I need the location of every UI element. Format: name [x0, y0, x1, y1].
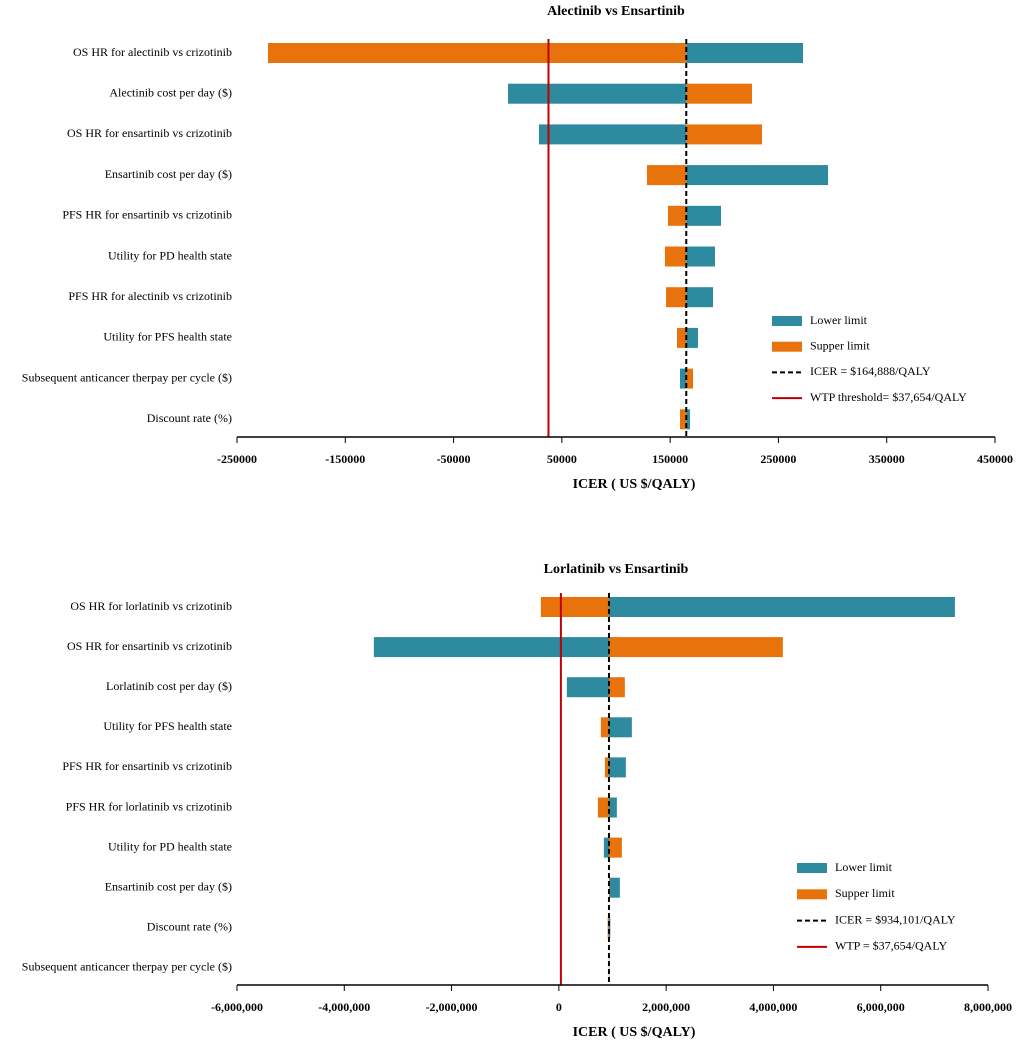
- category-label: Utility for PFS health state: [103, 719, 232, 733]
- legend-label: WTP threshold= $37,654/QALY: [810, 390, 967, 404]
- bar: [679, 409, 687, 430]
- x-tick-label: 450000: [977, 452, 1013, 466]
- bar: [686, 368, 693, 389]
- x-tick-label: -4,000,000: [318, 1000, 370, 1014]
- bar: [686, 165, 829, 186]
- category-label: PFS HR for ensartinib vs crizotinib: [62, 208, 232, 222]
- bar: [608, 597, 955, 617]
- category-label: PFS HR for lorlatinib vs crizotinib: [66, 799, 232, 813]
- bar: [539, 124, 687, 145]
- bar: [566, 677, 609, 698]
- legend-label: WTP = $37,654/QALY: [835, 939, 947, 953]
- x-tick-label: -2,000,000: [426, 1000, 478, 1014]
- legend-label: Supper limit: [835, 886, 895, 900]
- x-tick-label: 150000: [652, 452, 688, 466]
- bar: [686, 246, 715, 267]
- bar: [267, 43, 687, 63]
- category-label: Utility for PFS health state: [103, 330, 232, 344]
- x-tick-label: -50000: [437, 452, 471, 466]
- bar: [507, 83, 687, 104]
- bar: [608, 917, 611, 938]
- x-axis-label: ICER ( US $/QALY): [573, 477, 696, 492]
- bar: [608, 717, 632, 738]
- chart-title: Alectinib vs Ensartinib: [547, 4, 685, 19]
- x-tick-label: -6,000,000: [211, 1000, 263, 1014]
- bar: [603, 837, 609, 858]
- bar: [686, 205, 722, 226]
- x-tick-label: 6,000,000: [857, 1000, 905, 1014]
- bar: [608, 797, 617, 818]
- bar: [667, 205, 687, 226]
- legend-swatch: [797, 863, 827, 873]
- bar: [676, 327, 687, 348]
- legend-label: Lower limit: [835, 860, 893, 874]
- bar: [686, 327, 698, 348]
- category-label: OS HR for ensartinib vs crizotinib: [67, 639, 232, 653]
- category-label: Utility for PD health state: [108, 839, 232, 853]
- legend-label: ICER = $934,101/QALY: [835, 912, 956, 926]
- category-label: Utility for PD health state: [108, 248, 232, 262]
- x-tick-label: 8,000,000: [964, 1000, 1012, 1014]
- bar: [540, 597, 609, 617]
- bar: [608, 837, 622, 858]
- chart-title: Lorlatinib vs Ensartinib: [544, 562, 689, 577]
- category-label: Discount rate (%): [147, 920, 232, 934]
- x-tick-label: 2,000,000: [642, 1000, 690, 1014]
- legend-swatch: [797, 889, 827, 900]
- category-label: PFS HR for ensartinib vs crizotinib: [62, 759, 232, 773]
- category-label: Subsequent anticancer therpay per cycle …: [22, 370, 232, 384]
- bar: [608, 877, 620, 898]
- bar: [597, 797, 609, 818]
- bar: [600, 717, 609, 738]
- category-label: PFS HR for alectinib vs crizotinib: [68, 289, 232, 303]
- bar: [679, 368, 687, 389]
- category-label: Ensartinib cost per day ($): [105, 167, 232, 181]
- x-tick-label: -150000: [325, 452, 365, 466]
- category-label: Discount rate (%): [147, 411, 232, 425]
- x-tick-label: 350000: [869, 452, 905, 466]
- bar: [604, 757, 609, 778]
- bar: [686, 409, 690, 430]
- category-label: OS HR for alectinib vs crizotinib: [73, 45, 232, 59]
- category-label: Lorlatinib cost per day ($): [106, 679, 232, 693]
- bar: [686, 287, 714, 308]
- bar: [608, 677, 625, 698]
- legend-swatch: [772, 341, 802, 352]
- bar: [666, 287, 687, 308]
- category-label: Ensartinib cost per day ($): [105, 879, 232, 893]
- legend-label: Lower limit: [810, 313, 868, 327]
- bar: [373, 637, 609, 658]
- x-tick-label: 250000: [760, 452, 796, 466]
- bar: [686, 83, 753, 104]
- x-tick-label: 4,000,000: [749, 1000, 797, 1014]
- legend-swatch: [772, 316, 802, 326]
- bar: [608, 757, 626, 778]
- bar: [664, 246, 687, 267]
- bar: [646, 165, 687, 186]
- bar: [607, 917, 609, 938]
- category-label: OS HR for ensartinib vs crizotinib: [67, 126, 232, 140]
- category-label: OS HR for lorlatinib vs crizotinib: [70, 599, 232, 613]
- bar: [608, 637, 783, 658]
- bar: [686, 43, 804, 63]
- legend-label: ICER = $164,888/QALY: [810, 364, 931, 378]
- x-tick-label: 50000: [547, 452, 577, 466]
- bar: [608, 877, 610, 898]
- bar: [686, 124, 762, 145]
- category-label: Subsequent anticancer therpay per cycle …: [22, 960, 232, 974]
- legend-label: Supper limit: [810, 338, 870, 352]
- x-tick-label: 0: [556, 1000, 562, 1014]
- x-tick-label: -250000: [217, 452, 257, 466]
- x-axis-label: ICER ( US $/QALY): [573, 1025, 696, 1040]
- category-label: Alectinib cost per day ($): [109, 85, 232, 99]
